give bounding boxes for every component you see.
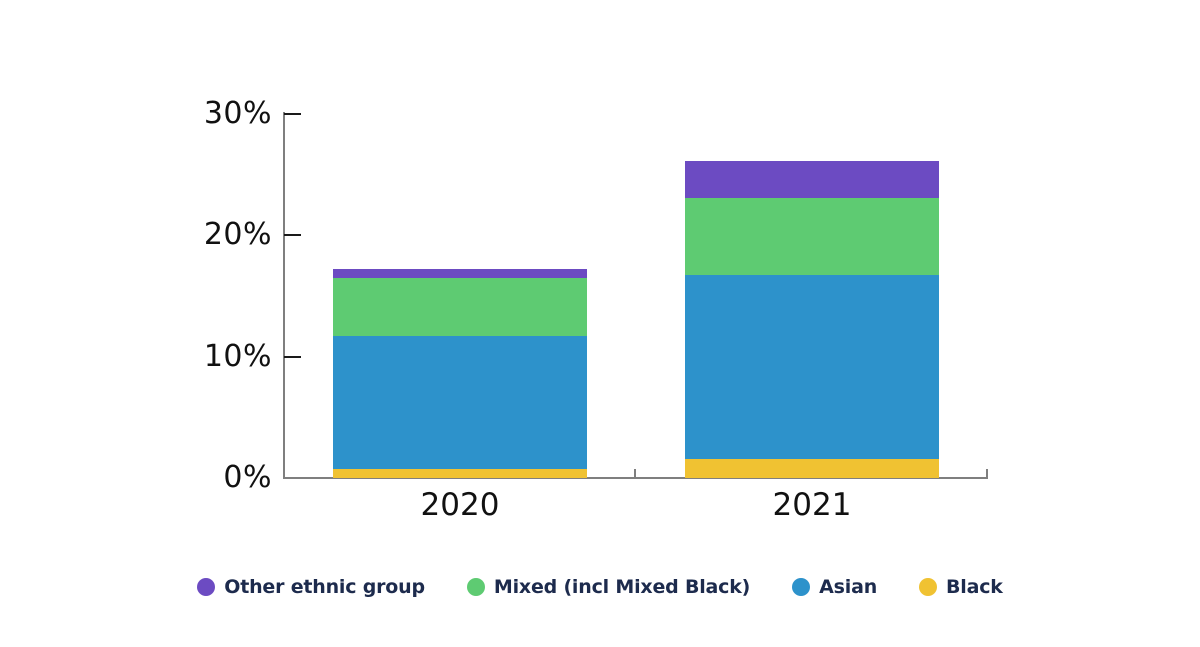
bar-segment-2021-Other ethnic group	[685, 161, 939, 198]
x-axis-line	[284, 477, 988, 479]
legend-item-Other ethnic group: Other ethnic group	[197, 576, 425, 598]
bar-segment-2020-Mixed (incl Mixed Black)	[333, 277, 587, 337]
legend-label: Other ethnic group	[224, 576, 425, 598]
legend-label: Asian	[819, 576, 878, 598]
bar-segment-2021-Black	[685, 458, 939, 478]
legend-dot-icon	[919, 578, 938, 596]
legend-dot-icon	[197, 578, 216, 596]
legend-dot-icon	[792, 578, 811, 596]
bar-segment-2020-Black	[333, 469, 587, 478]
bar-segment-2021-Asian	[685, 275, 939, 459]
y-tick-10%	[284, 355, 301, 358]
x-axis-tick	[634, 469, 636, 477]
y-tick-label: 20%	[203, 217, 272, 253]
legend-label: Mixed (incl Mixed Black)	[493, 576, 751, 598]
x-axis-tick	[986, 469, 988, 477]
legend-item-Mixed (incl Mixed Black): Mixed (incl Mixed Black)	[466, 576, 751, 598]
legend-item-Asian: Asian	[792, 576, 877, 598]
legend-item-Black: Black	[919, 576, 1003, 598]
bar-2020	[333, 269, 587, 478]
bar-2021	[685, 161, 939, 478]
y-tick-label: 10%	[203, 338, 272, 374]
legend-label: Black	[946, 576, 1003, 598]
y-axis-line	[283, 112, 285, 479]
x-axis-label-2021: 2021	[772, 487, 852, 523]
y-tick-label: 30%	[203, 96, 272, 131]
x-axis-label-2020: 2020	[420, 487, 500, 523]
bar-segment-2020-Other ethnic group	[333, 269, 587, 278]
chart-legend: Other ethnic group Mixed (incl Mixed Blac…	[0, 576, 1200, 598]
y-tick-label: 0%	[223, 460, 272, 495]
bar-segment-2020-Asian	[333, 336, 587, 470]
bar-segment-2021-Mixed (incl Mixed Black)	[685, 197, 939, 276]
legend-dot-icon	[466, 578, 485, 596]
y-tick-30%	[284, 113, 301, 115]
y-tick-20%	[284, 234, 301, 237]
